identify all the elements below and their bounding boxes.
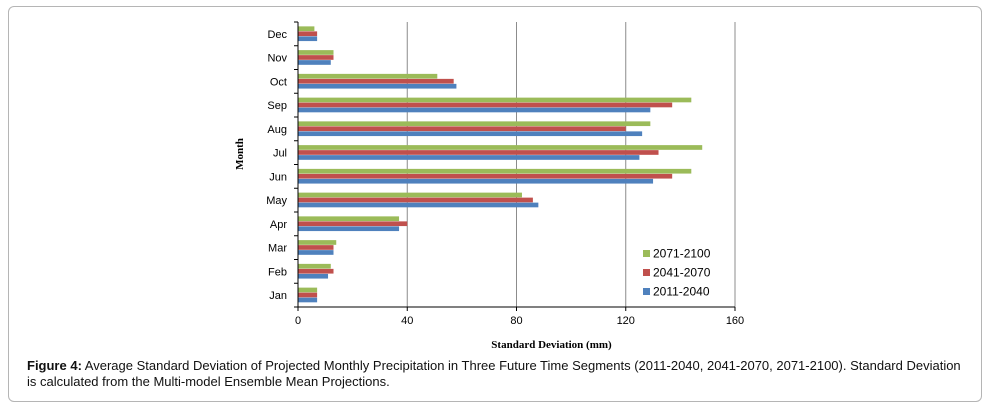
y-tick-label-jan: Jan: [269, 290, 287, 302]
y-tick-label-aug: Aug: [267, 124, 287, 136]
bar-mar-2041-2070: [298, 245, 334, 250]
x-tick-label-120: 120: [617, 315, 635, 327]
bar-dec-2071-2100: [298, 26, 315, 32]
bar-may-2041-2070: [298, 197, 533, 203]
bar-apr-2071-2100: [298, 216, 400, 222]
bar-jul-2011-2040: [298, 155, 640, 160]
bar-may-2071-2100: [298, 192, 522, 198]
x-tick-label-160: 160: [726, 315, 744, 327]
y-tick-label-mar: Mar: [268, 243, 287, 255]
bar-feb-2071-2100: [298, 263, 331, 269]
x-tick-label-80: 80: [510, 315, 522, 327]
bar-dec-2011-2040: [298, 36, 318, 42]
bar-nov-2041-2070: [298, 55, 334, 60]
x-tick-label-0: 0: [295, 315, 301, 327]
legend-swatch-2011-2040: [643, 288, 650, 295]
y-tick-label-oct: Oct: [270, 76, 287, 88]
bar-nov-2011-2040: [298, 60, 331, 65]
bar-dec-2041-2070: [298, 31, 318, 37]
legend-label-2071-2100: 2071-2100: [653, 247, 711, 261]
y-tick-label-jul: Jul: [273, 148, 287, 160]
bar-sep-2041-2070: [298, 102, 673, 108]
bar-jan-2041-2070: [298, 292, 318, 298]
figure-caption: Figure 4: Average Standard Deviation of …: [27, 358, 972, 390]
bar-aug-2011-2040: [298, 131, 643, 137]
y-tick-label-dec: Dec: [267, 29, 287, 41]
bar-sep-2071-2100: [298, 97, 692, 103]
bar-oct-2011-2040: [298, 83, 457, 89]
bar-jan-2071-2100: [298, 287, 318, 293]
y-tick-label-nov: Nov: [267, 53, 287, 65]
caption-text: Average Standard Deviation of Projected …: [27, 358, 961, 389]
bar-may-2011-2040: [298, 202, 539, 208]
bar-oct-2041-2070: [298, 78, 454, 84]
legend-label-2041-2070: 2041-2070: [653, 266, 711, 280]
bar-jan-2011-2040: [298, 297, 318, 303]
y-axis-title: Month: [234, 138, 246, 170]
legend-swatch-2041-2070: [643, 269, 650, 276]
y-tick-label-jun: Jun: [269, 171, 287, 183]
x-axis-title: Standard Deviation (mm): [491, 339, 612, 351]
bar-apr-2011-2040: [298, 226, 400, 232]
bar-feb-2041-2070: [298, 268, 334, 274]
y-tick-label-apr: Apr: [270, 219, 287, 231]
bar-feb-2011-2040: [298, 273, 329, 279]
legend-swatch-2071-2100: [643, 250, 650, 257]
y-tick-label-may: May: [266, 195, 287, 207]
bar-oct-2071-2100: [298, 73, 438, 79]
y-tick-label-sep: Sep: [267, 100, 287, 112]
bar-jul-2071-2100: [298, 145, 703, 150]
x-tick-label-40: 40: [401, 315, 413, 327]
bar-jun-2041-2070: [298, 173, 673, 179]
bar-sep-2011-2040: [298, 107, 651, 113]
y-tick-label-feb: Feb: [268, 266, 287, 278]
bar-aug-2041-2070: [298, 126, 626, 132]
bar-jul-2041-2070: [298, 150, 659, 155]
bar-mar-2011-2040: [298, 250, 334, 255]
bar-aug-2071-2100: [298, 121, 651, 127]
bar-jun-2011-2040: [298, 178, 654, 184]
bar-apr-2041-2070: [298, 221, 408, 227]
legend-label-2011-2040: 2011-2040: [653, 285, 710, 299]
bar-jun-2071-2100: [298, 168, 692, 174]
bar-mar-2071-2100: [298, 240, 337, 245]
bar-nov-2071-2100: [298, 50, 334, 55]
caption-label: Figure 4:: [27, 358, 82, 373]
